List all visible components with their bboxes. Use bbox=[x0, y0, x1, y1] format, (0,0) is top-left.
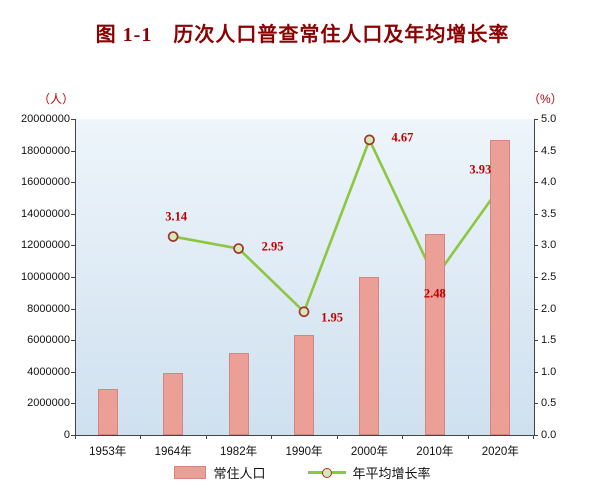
legend-label-population: 常住人口 bbox=[213, 466, 266, 481]
data-label-2000年: 4.67 bbox=[391, 130, 414, 145]
y-axis-tick-mark bbox=[71, 403, 75, 405]
y-axis-tick-label: 14000000 bbox=[21, 207, 70, 220]
y-axis-tick-mark bbox=[71, 245, 75, 247]
y-axis-tick-mark bbox=[71, 340, 75, 342]
left-axis-unit: （人） bbox=[38, 92, 75, 106]
y-axis-tick-label: 8000000 bbox=[27, 302, 70, 315]
x-axis-tick-mark bbox=[205, 435, 207, 439]
y-axis-tick-label: 20000000 bbox=[21, 113, 70, 125]
line-marker bbox=[233, 243, 244, 254]
x-axis-tick-mark bbox=[336, 435, 338, 439]
secondary-axis-tick-label: 0.0 bbox=[541, 429, 557, 441]
x-axis-category-label: 1953年 bbox=[89, 446, 127, 458]
data-label-2020年: 3.93 bbox=[469, 162, 492, 177]
data-label-1982年: 2.95 bbox=[261, 239, 284, 254]
secondary-axis-tick-mark bbox=[534, 150, 538, 152]
y-axis-tick-mark bbox=[71, 119, 75, 120]
data-label-1990年: 1.95 bbox=[321, 310, 343, 325]
x-axis-tick-mark bbox=[75, 435, 76, 439]
secondary-axis-tick-mark bbox=[534, 213, 538, 215]
x-axis-category-label: 2010年 bbox=[416, 446, 454, 458]
secondary-axis-tick-mark bbox=[534, 182, 538, 184]
secondary-axis-tick-mark bbox=[534, 435, 538, 436]
x-axis-category-label: 1990年 bbox=[285, 446, 323, 458]
y-axis-tick-label: 10000000 bbox=[21, 271, 70, 283]
line-marker-swatch-icon bbox=[307, 466, 346, 479]
y-axis-tick-label: 6000000 bbox=[27, 334, 70, 347]
x-axis-tick-mark bbox=[140, 435, 142, 439]
bar-1953年 bbox=[97, 389, 118, 435]
secondary-axis-tick-mark bbox=[534, 277, 538, 278]
y-axis-tick-mark bbox=[71, 277, 75, 278]
bar-2000年 bbox=[359, 277, 380, 435]
secondary-axis-tick-mark bbox=[534, 308, 538, 310]
bar-1964年 bbox=[163, 373, 184, 435]
x-axis-tick-mark bbox=[271, 435, 273, 439]
y-axis-tick-label: 2000000 bbox=[27, 397, 70, 410]
secondary-axis-tick-label: 0.5 bbox=[541, 397, 557, 410]
secondary-axis-tick-label: 5.0 bbox=[541, 113, 557, 125]
line-marker bbox=[167, 231, 179, 242]
secondary-axis-tick-label: 2.0 bbox=[541, 302, 557, 315]
secondary-axis-tick-mark bbox=[534, 403, 538, 405]
bar-1982年 bbox=[228, 352, 249, 435]
x-axis-category-label: 1964年 bbox=[154, 446, 192, 458]
right-axis-unit: （%） bbox=[528, 92, 563, 106]
data-label-2010年: 2.48 bbox=[423, 286, 446, 301]
secondary-axis-tick-mark bbox=[534, 119, 538, 120]
secondary-axis-tick-label: 4.0 bbox=[541, 176, 557, 189]
chart-title: 图 1-1 历次人口普查常住人口及年均增长率 bbox=[95, 24, 510, 46]
y-axis-tick-label: 0 bbox=[63, 429, 70, 441]
legend-label-growth-rate: 年平均增长率 bbox=[352, 466, 431, 481]
line-marker bbox=[364, 134, 375, 146]
y-axis-tick-mark bbox=[71, 435, 75, 436]
secondary-axis-tick-label: 1.5 bbox=[541, 334, 557, 347]
y-axis-tick-label: 18000000 bbox=[21, 144, 70, 157]
x-axis-tick-mark bbox=[467, 435, 469, 439]
secondary-axis-tick-mark bbox=[534, 340, 538, 342]
bar-2020年 bbox=[490, 139, 511, 435]
secondary-axis-tick-label: 2.5 bbox=[541, 271, 557, 283]
y-axis-tick-mark bbox=[71, 150, 75, 152]
secondary-axis-tick-mark bbox=[534, 245, 538, 247]
legend: 常住人口 年平均增长率 bbox=[0, 463, 605, 482]
bar-2010年 bbox=[424, 234, 445, 435]
y-axis-tick-mark bbox=[71, 371, 75, 373]
line-marker bbox=[298, 306, 310, 318]
secondary-axis-tick-label: 3.5 bbox=[541, 207, 557, 220]
secondary-axis-tick-label: 3.0 bbox=[541, 239, 557, 252]
y-axis-tick-label: 4000000 bbox=[27, 365, 70, 378]
x-axis-category-label: 2020年 bbox=[481, 446, 519, 458]
secondary-axis-tick-label: 4.5 bbox=[541, 144, 557, 157]
y-axis-tick-mark bbox=[71, 213, 75, 215]
data-label-1964年: 3.14 bbox=[165, 209, 188, 224]
x-axis-category-label: 2000年 bbox=[350, 446, 388, 458]
y-axis-tick-mark bbox=[71, 308, 75, 310]
x-axis-tick-mark bbox=[533, 435, 534, 439]
x-axis-category-label: 1982年 bbox=[220, 446, 258, 458]
y-axis-tick-mark bbox=[71, 182, 75, 184]
secondary-axis-tick-mark bbox=[534, 371, 538, 373]
secondary-axis-tick-label: 1.0 bbox=[541, 365, 557, 378]
x-axis-tick-mark bbox=[402, 435, 404, 439]
legend-item-population: 常住人口 bbox=[174, 463, 266, 482]
bar-1990年 bbox=[294, 335, 314, 435]
legend-item-growth-rate: 年平均增长率 bbox=[307, 463, 431, 482]
y-axis-tick-label: 16000000 bbox=[21, 176, 70, 189]
y-axis-tick-label: 12000000 bbox=[21, 239, 70, 252]
bar-swatch-icon bbox=[174, 466, 207, 479]
